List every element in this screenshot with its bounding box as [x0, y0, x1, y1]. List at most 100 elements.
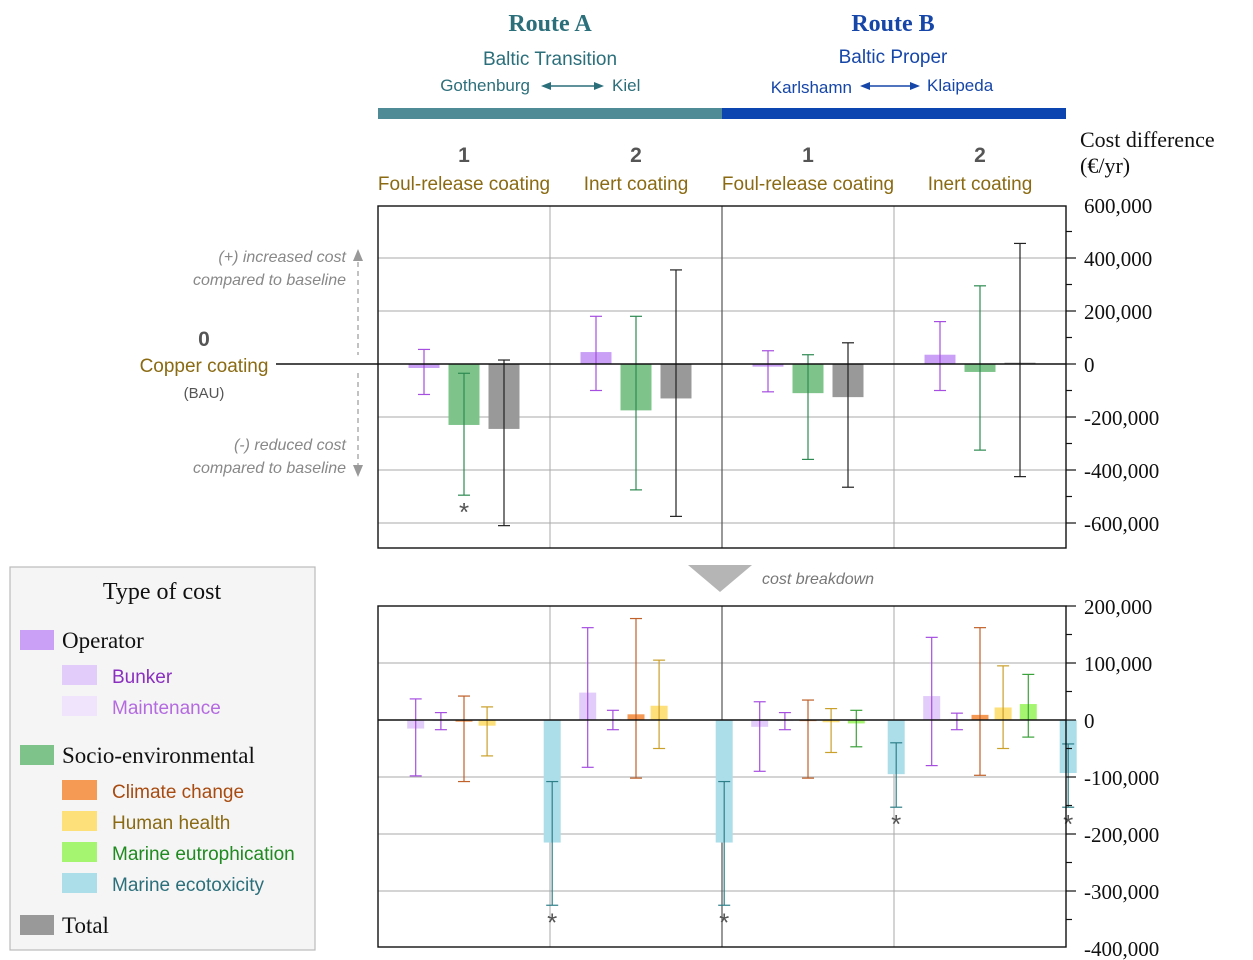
error-bar — [850, 709, 863, 748]
route-b-bar — [722, 108, 1066, 119]
error-bar — [1062, 743, 1075, 808]
decrease-annotation-line2: compared to baseline — [193, 460, 346, 477]
y-axis-title-line2: (€/yr) — [1080, 153, 1130, 178]
error-bar — [802, 354, 814, 460]
scenario-label: Inert coating — [928, 174, 1033, 195]
legend-swatch — [20, 745, 54, 765]
decrease-annotation-line1: (-) reduced cost — [234, 437, 347, 454]
legend-title: Type of cost — [103, 579, 222, 605]
y-tick-label: -300,000 — [1084, 880, 1159, 904]
error-bar — [974, 285, 986, 451]
route-b-port-to: Klaipeda — [927, 76, 994, 95]
increase-annotation-line1: (+) increased cost — [218, 249, 346, 266]
error-bar — [546, 780, 559, 906]
error-bar — [842, 342, 854, 488]
error-bar — [974, 627, 986, 776]
legend-swatch — [62, 665, 97, 685]
y-tick-label: -100,000 — [1084, 766, 1159, 790]
error-bar — [925, 636, 938, 767]
route-a-port-to: Kiel — [612, 76, 640, 95]
y-tick-label: -200,000 — [1084, 823, 1159, 847]
y-tick-label: 100,000 — [1084, 652, 1152, 676]
error-bar — [458, 372, 470, 496]
route-b-title: Route B — [851, 11, 934, 37]
y-tick-label: 0 — [1084, 709, 1095, 733]
error-bar — [498, 359, 510, 527]
error-bar — [630, 315, 642, 491]
error-bar — [481, 706, 494, 757]
legend-label: Socio-environmental — [62, 743, 255, 768]
significance-marker: * — [547, 907, 557, 937]
route-a-subtitle: Baltic Transition — [483, 49, 617, 70]
scenario-headers: 1 Foul-release coating 2 Inert coating 1… — [378, 144, 1032, 195]
significance-marker: * — [1063, 809, 1073, 839]
legend-swatch — [62, 780, 97, 800]
baseline-zero: 0 — [198, 328, 210, 351]
y-tick-label: -600,000 — [1084, 512, 1159, 536]
legend-label: Marine ecotoxicity — [112, 875, 265, 896]
legend-label: Total — [62, 913, 109, 938]
y-tick-label: 400,000 — [1084, 247, 1152, 271]
error-bar — [718, 780, 731, 906]
scenario-number: 1 — [802, 144, 814, 167]
bottom-panel: * * * * 200,000 100,000 0 -100,000 -200,000 -300,… — [377, 595, 1159, 960]
error-bar — [997, 665, 1010, 750]
error-bar — [590, 315, 602, 392]
legend-swatch — [20, 630, 54, 650]
scenario-label: Foul-release coating — [722, 174, 894, 195]
error-bar — [653, 659, 666, 750]
y-tick-label: -400,000 — [1084, 459, 1159, 483]
y-tick-label: 0 — [1084, 353, 1095, 377]
baseline-sub: (BAU) — [184, 385, 225, 402]
breakdown-arrow: cost breakdown — [688, 565, 874, 592]
decrease-annotation: (-) reduced cost compared to baseline — [193, 373, 363, 477]
legend-label: Operator — [62, 628, 144, 653]
legend-label: Bunker — [112, 667, 173, 688]
error-bar — [630, 617, 642, 779]
legend-swatch — [62, 696, 97, 716]
legend-swatch — [20, 915, 54, 935]
error-bar — [934, 321, 946, 392]
baseline-annotation: 0 Copper coating (BAU) — [140, 328, 378, 402]
increase-annotation: (+) increased cost compared to baseline — [193, 249, 363, 355]
legend-box — [9, 566, 316, 951]
error-bar — [581, 627, 594, 768]
error-bar — [1014, 242, 1026, 478]
top-panel: * 600,000 400,000 200,000 0 -200,000 -400,000 -… — [377, 194, 1159, 549]
error-bar — [418, 348, 430, 396]
route-b-subtitle: Baltic Proper — [839, 47, 948, 68]
error-bar — [778, 711, 791, 731]
route-a-bar — [378, 108, 722, 119]
route-a-port-from: Gothenburg — [440, 76, 530, 95]
legend-label: Climate change — [112, 782, 244, 803]
legend: Type of cost Operator Bunker Maintenance So… — [9, 566, 316, 951]
scenario-label: Inert coating — [584, 174, 689, 195]
plot-frame — [377, 205, 1067, 549]
double-arrow-icon — [860, 82, 920, 90]
legend-swatch — [62, 873, 97, 893]
legend-label: Marine eutrophication — [112, 844, 295, 865]
baseline-label: Copper coating — [140, 356, 269, 377]
error-bar — [825, 707, 838, 754]
arrow-up-icon — [353, 249, 363, 261]
triangle-down-icon — [688, 565, 752, 592]
legend-label: Human health — [112, 813, 230, 834]
legend-swatch — [62, 811, 97, 831]
error-bar — [762, 350, 774, 393]
scenario-number: 2 — [630, 144, 642, 167]
y-tick-label: -400,000 — [1084, 937, 1159, 960]
legend-label: Maintenance — [112, 698, 221, 719]
error-bar — [802, 699, 814, 779]
y-tick-label: -200,000 — [1084, 406, 1159, 430]
route-header-a: Route A Baltic Transition Gothenburg Kie… — [378, 11, 722, 119]
breakdown-label: cost breakdown — [762, 571, 874, 588]
y-axis-title-line1: Cost difference — [1080, 127, 1215, 152]
significance-marker: * — [891, 809, 901, 839]
significance-marker: * — [719, 907, 729, 937]
error-bar — [753, 701, 766, 772]
error-bar — [670, 269, 682, 517]
scenario-number: 1 — [458, 144, 470, 167]
error-bar — [890, 742, 903, 808]
